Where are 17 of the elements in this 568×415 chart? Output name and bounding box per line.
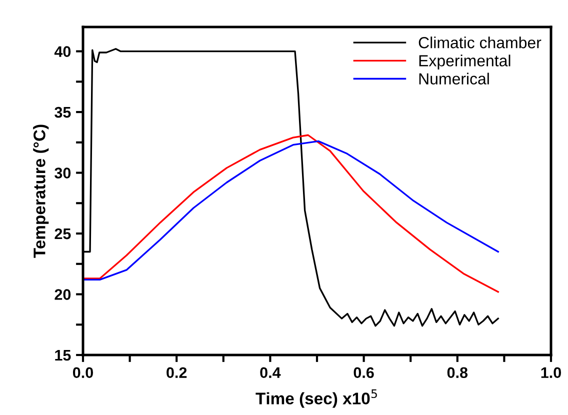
y-tick-label: 40	[54, 46, 71, 57]
x-tick-label: 0.0	[72, 367, 93, 378]
x-tick-label: 0.4	[260, 367, 281, 378]
y-axis-title: Temperature (°C)	[33, 124, 49, 258]
y-tick-label: 25	[54, 228, 71, 240]
legend-label: Numerical	[419, 72, 489, 84]
x-tick-label: 0.8	[447, 367, 468, 378]
legend-label: Climatic chamber	[418, 36, 542, 48]
y-tick-label: 30	[54, 168, 71, 178]
x-tick-label: 0.6	[354, 367, 374, 378]
x-axis-title: Time (sec) x10$^{5}$	[256, 389, 377, 408]
legend-label: Experimental	[419, 54, 510, 70]
y-tick-label: 20	[54, 289, 71, 300]
y-tick-label: 15	[55, 350, 71, 361]
y-tick-label: 35	[54, 106, 71, 118]
x-tick-label: 0.2	[166, 367, 187, 378]
x-tick-label: 1.0	[541, 367, 561, 378]
